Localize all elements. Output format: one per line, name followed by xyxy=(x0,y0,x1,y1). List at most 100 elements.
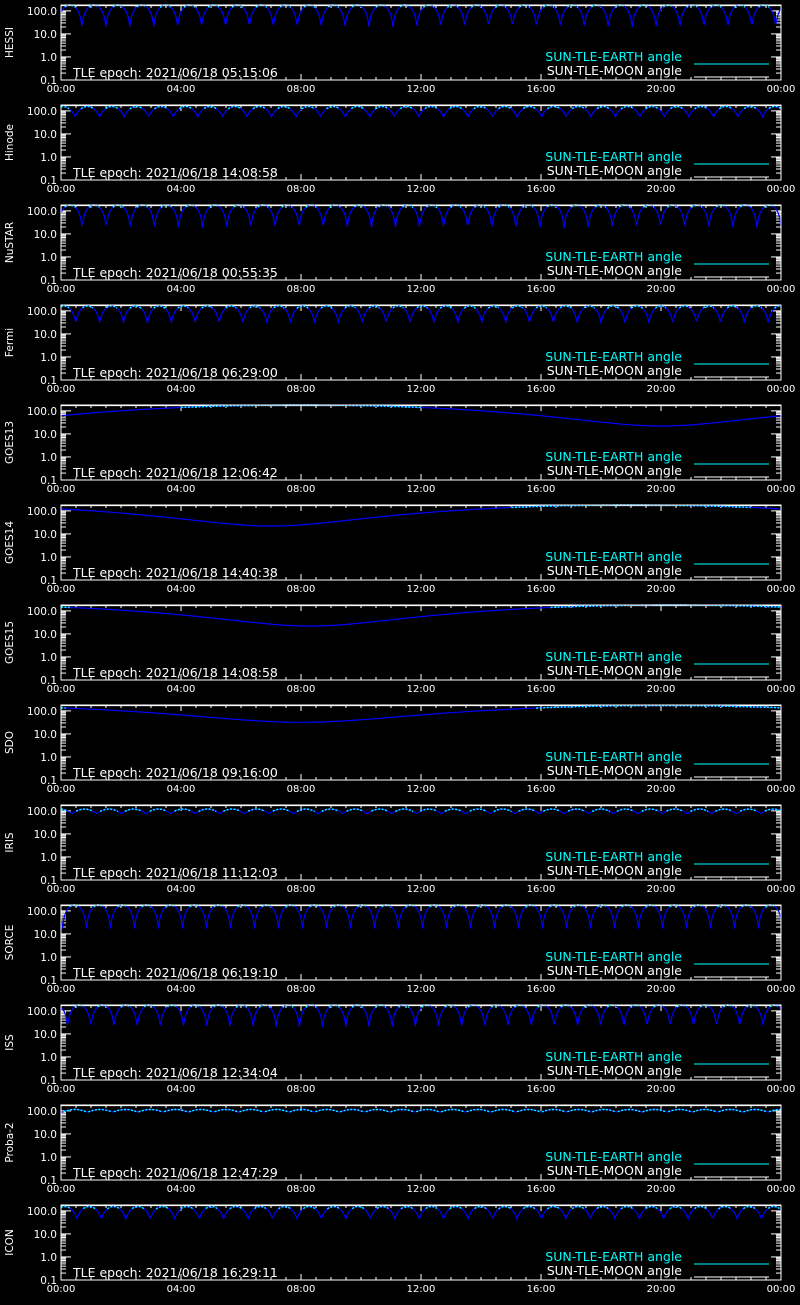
x-tick-label: 08:00 xyxy=(287,1084,316,1095)
legend-moon-label: SUN-TLE-MOON angle xyxy=(547,963,683,978)
x-tick-label: 00:00 xyxy=(767,984,796,995)
x-tick-label: 20:00 xyxy=(647,984,676,995)
x-tick-label: 08:00 xyxy=(287,1184,316,1195)
legend-moon-label: SUN-TLE-MOON angle xyxy=(547,363,683,378)
x-tick-label: 12:00 xyxy=(407,884,436,895)
x-tick-label: 08:00 xyxy=(287,84,316,95)
y-tick-label: 10.0 xyxy=(34,329,57,341)
y-tick-label: 100.0 xyxy=(27,506,57,518)
x-tick-label: 20:00 xyxy=(647,584,676,595)
y-tick-label: 10.0 xyxy=(34,129,57,141)
x-tick-label: 00:00 xyxy=(767,884,796,895)
x-tick-label: 00:00 xyxy=(47,1284,76,1295)
y-tick-label: 10.0 xyxy=(34,829,57,841)
x-tick-label: 20:00 xyxy=(647,184,676,195)
x-tick-label: 20:00 xyxy=(647,284,676,295)
x-tick-label: 12:00 xyxy=(407,1184,436,1195)
epoch-label: TLE epoch: 2021/06/18 14:40:38 xyxy=(72,565,278,580)
y-tick-label: 1.0 xyxy=(40,952,57,964)
legend-moon-label: SUN-TLE-MOON angle xyxy=(547,463,683,478)
x-tick-label: 12:00 xyxy=(407,284,436,295)
satellite-label: ICON xyxy=(4,1229,16,1256)
x-tick-label: 00:00 xyxy=(767,1184,796,1195)
epoch-label: TLE epoch: 2021/06/18 12:34:04 xyxy=(72,1065,278,1080)
x-tick-label: 16:00 xyxy=(527,484,556,495)
x-tick-label: 00:00 xyxy=(767,384,796,395)
x-tick-label: 00:00 xyxy=(47,1184,76,1195)
legend-moon-label: SUN-TLE-MOON angle xyxy=(547,263,683,278)
y-tick-label: 10.0 xyxy=(34,529,57,541)
legend-earth-label: SUN-TLE-EARTH angle xyxy=(545,749,682,764)
x-tick-label: 00:00 xyxy=(767,784,796,795)
x-tick-label: 08:00 xyxy=(287,984,316,995)
y-tick-label: 10.0 xyxy=(34,1229,57,1241)
x-tick-label: 20:00 xyxy=(647,484,676,495)
x-tick-label: 16:00 xyxy=(527,284,556,295)
x-tick-label: 00:00 xyxy=(767,484,796,495)
y-tick-label: 1.0 xyxy=(40,1052,57,1064)
x-tick-label: 16:00 xyxy=(527,384,556,395)
y-tick-label: 10.0 xyxy=(34,1029,57,1041)
x-tick-label: 00:00 xyxy=(767,1084,796,1095)
x-tick-label: 00:00 xyxy=(47,1084,76,1095)
legend-moon-label: SUN-TLE-MOON angle xyxy=(547,563,683,578)
legend-moon-label: SUN-TLE-MOON angle xyxy=(547,863,683,878)
y-tick-label: 10.0 xyxy=(34,229,57,241)
x-tick-label: 08:00 xyxy=(287,684,316,695)
y-tick-label: 100.0 xyxy=(27,1106,57,1118)
y-tick-label: 100.0 xyxy=(27,806,57,818)
legend-earth-label: SUN-TLE-EARTH angle xyxy=(545,849,682,864)
y-tick-label: 1.0 xyxy=(40,1152,57,1164)
x-tick-label: 04:00 xyxy=(167,184,196,195)
y-tick-label: 100.0 xyxy=(27,706,57,718)
epoch-label: TLE epoch: 2021/06/18 00:55:35 xyxy=(72,265,278,280)
x-tick-label: 20:00 xyxy=(647,1184,676,1195)
x-tick-label: 08:00 xyxy=(287,484,316,495)
x-tick-label: 00:00 xyxy=(47,84,76,95)
y-tick-label: 1.0 xyxy=(40,152,57,164)
y-tick-label: 100.0 xyxy=(27,606,57,618)
x-tick-label: 16:00 xyxy=(527,984,556,995)
x-tick-label: 16:00 xyxy=(527,784,556,795)
x-tick-label: 04:00 xyxy=(167,284,196,295)
x-tick-label: 00:00 xyxy=(47,584,76,595)
x-tick-label: 04:00 xyxy=(167,1084,196,1095)
epoch-label: TLE epoch: 2021/06/18 06:29:00 xyxy=(72,365,278,380)
x-tick-label: 20:00 xyxy=(647,84,676,95)
x-tick-label: 04:00 xyxy=(167,1284,196,1295)
y-tick-label: 1.0 xyxy=(40,52,57,64)
x-tick-label: 04:00 xyxy=(167,1184,196,1195)
y-tick-label: 100.0 xyxy=(27,206,57,218)
x-tick-label: 04:00 xyxy=(167,84,196,95)
legend-moon-label: SUN-TLE-MOON angle xyxy=(547,163,683,178)
x-tick-label: 04:00 xyxy=(167,584,196,595)
y-tick-label: 100.0 xyxy=(27,406,57,418)
x-tick-label: 00:00 xyxy=(47,684,76,695)
x-tick-label: 00:00 xyxy=(47,784,76,795)
legend-moon-label: SUN-TLE-MOON angle xyxy=(547,1163,683,1178)
x-tick-label: 12:00 xyxy=(407,184,436,195)
x-tick-label: 00:00 xyxy=(767,184,796,195)
satellite-label: SORCE xyxy=(4,925,16,961)
satellite-label: HESSI xyxy=(4,27,16,58)
y-tick-label: 10.0 xyxy=(34,1129,57,1141)
x-tick-label: 12:00 xyxy=(407,384,436,395)
earth-angle-peak xyxy=(61,1207,71,1209)
x-tick-label: 20:00 xyxy=(647,884,676,895)
legend-earth-label: SUN-TLE-EARTH angle xyxy=(545,949,682,964)
legend-earth-label: SUN-TLE-EARTH angle xyxy=(545,349,682,364)
satellite-label: SDO xyxy=(4,731,16,754)
satellite-label: Fermi xyxy=(4,328,16,357)
x-tick-label: 20:00 xyxy=(647,784,676,795)
y-tick-label: 1.0 xyxy=(40,652,57,664)
x-tick-label: 20:00 xyxy=(647,1284,676,1295)
legend-moon-label: SUN-TLE-MOON angle xyxy=(547,63,683,78)
x-tick-label: 00:00 xyxy=(47,284,76,295)
x-tick-label: 12:00 xyxy=(407,684,436,695)
x-tick-label: 16:00 xyxy=(527,684,556,695)
